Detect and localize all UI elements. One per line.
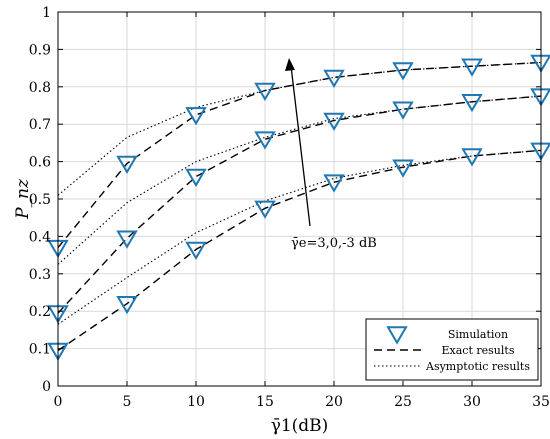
y-tick-label: 0.2	[29, 304, 51, 320]
exact-line-1	[57, 95, 542, 314]
simulation-marker	[461, 148, 483, 167]
x-tick-label: 25	[394, 394, 412, 410]
annotation: γ̄e=3,0,-3 dB	[285, 58, 377, 251]
axis-labels: γ̄1(dB) P_nz	[13, 178, 328, 436]
legend-label-exact: Exact results	[442, 344, 515, 357]
y-tick-label: 0.5	[29, 192, 51, 208]
simulation-marker	[461, 94, 483, 113]
x-tick-label: 0	[54, 394, 63, 410]
simulation-marker	[323, 112, 345, 131]
y-tick-label: 0.4	[29, 229, 51, 245]
y-tick-label: 0.7	[29, 117, 51, 133]
y-tick-label: 1	[42, 5, 51, 21]
x-tick-label: 5	[123, 394, 132, 410]
asymptotic-line-2	[57, 149, 542, 325]
legend-label-simulation: Simulation	[448, 328, 508, 341]
y-tick-label: 0	[42, 379, 51, 395]
legend: Simulation Exact results Asymptotic result…	[365, 318, 539, 381]
simulation-marker	[185, 168, 207, 188]
x-tick-label: 35	[532, 394, 550, 410]
annotation-label: γ̄e=3,0,-3 dB	[291, 236, 377, 251]
legend-simulation-marker	[386, 326, 408, 345]
annotation-arrow-shaft	[290, 65, 311, 227]
x-tick-label: 10	[187, 394, 205, 410]
simulation-marker	[392, 101, 414, 120]
legend-label-asymptotic: Asymptotic results	[425, 360, 530, 373]
simulation-marker	[323, 69, 345, 88]
x-axis-label: γ̄1(dB)	[271, 416, 329, 436]
simulation-marker	[116, 296, 138, 315]
x-tick-label: 30	[463, 394, 481, 410]
exact-line-0	[57, 61, 542, 249]
y-tick-label: 0.1	[29, 342, 51, 358]
simulation-marker	[392, 62, 414, 81]
annotation-arrowhead	[285, 58, 295, 71]
x-tick-label: 20	[325, 394, 343, 410]
simulation-marker	[185, 241, 207, 260]
simulation-marker	[116, 230, 138, 249]
simulation-marker	[254, 131, 276, 150]
y-tick-label: 0.8	[29, 80, 51, 96]
simulation-marker	[254, 200, 276, 219]
y-tick-label: 0.3	[29, 267, 51, 283]
exact-line-2	[57, 149, 542, 352]
ticks: 0 5 10 15 20 25 30 35 0 0.1 0.2 0.3 0.4 0.5 0.6 0.7 0.8 0…	[29, 5, 550, 410]
simulation-marker	[461, 58, 483, 77]
y-tick-label: 0.9	[29, 42, 51, 58]
y-axis-label: P_nz	[13, 178, 33, 220]
simulation-marker	[392, 159, 414, 178]
simulation-marker	[254, 82, 276, 102]
simulation-marker	[323, 174, 345, 193]
y-tick-label: 0.6	[29, 155, 51, 171]
simulation-marker	[185, 107, 207, 126]
x-tick-label: 15	[256, 394, 274, 410]
simulation-marker	[116, 155, 138, 174]
